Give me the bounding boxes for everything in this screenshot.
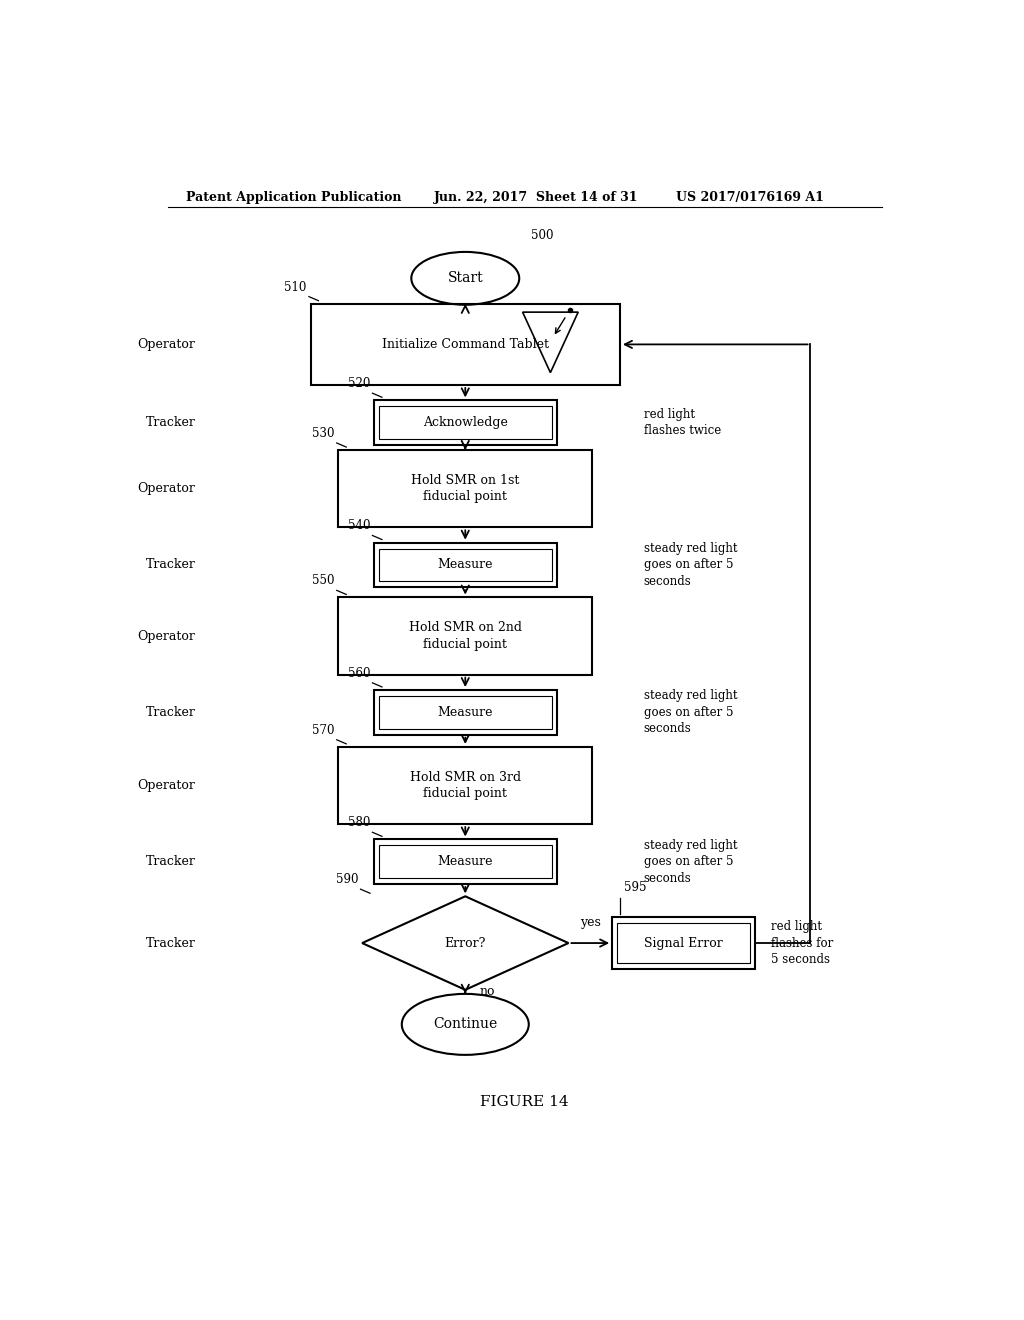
Bar (338, 747, 592, 824)
Bar (338, 598, 592, 675)
Text: Measure: Measure (437, 706, 493, 719)
Text: yes: yes (580, 916, 601, 929)
Text: steady red light
goes on after 5
seconds: steady red light goes on after 5 seconds (644, 838, 737, 884)
Text: 580: 580 (348, 816, 370, 829)
Text: Tracker: Tracker (145, 937, 196, 949)
Text: Initialize Command Tablet: Initialize Command Tablet (382, 338, 549, 351)
Text: Hold SMR on 3rd
fiducial point: Hold SMR on 3rd fiducial point (410, 771, 521, 800)
Text: 550: 550 (312, 574, 334, 587)
Bar (310, 304, 621, 385)
Text: 560: 560 (347, 667, 370, 680)
Bar (612, 916, 755, 969)
Text: no: no (479, 985, 495, 998)
Bar (374, 400, 557, 445)
Text: Operator: Operator (137, 482, 196, 495)
Text: Tracker: Tracker (145, 558, 196, 572)
Text: 590: 590 (336, 873, 358, 886)
Text: FIGURE 14: FIGURE 14 (480, 1094, 569, 1109)
Text: 570: 570 (312, 723, 334, 737)
Text: 530: 530 (312, 426, 334, 440)
Text: Operator: Operator (137, 338, 196, 351)
Text: Error?: Error? (444, 937, 486, 949)
Text: 595: 595 (624, 882, 646, 894)
Text: 510: 510 (285, 281, 306, 293)
Text: Tracker: Tracker (145, 416, 196, 429)
Text: Start: Start (447, 272, 483, 285)
Text: Jun. 22, 2017  Sheet 14 of 31: Jun. 22, 2017 Sheet 14 of 31 (433, 191, 638, 205)
Text: US 2017/0176169 A1: US 2017/0176169 A1 (676, 191, 823, 205)
Text: Tracker: Tracker (145, 706, 196, 719)
Text: Continue: Continue (433, 1018, 498, 1031)
Bar (379, 549, 552, 581)
Text: Hold SMR on 2nd
fiducial point: Hold SMR on 2nd fiducial point (409, 622, 522, 651)
Text: 500: 500 (531, 228, 554, 242)
Text: Hold SMR on 1st
fiducial point: Hold SMR on 1st fiducial point (411, 474, 519, 503)
Text: red light
flashes for
5 seconds: red light flashes for 5 seconds (771, 920, 834, 966)
Bar (374, 690, 557, 735)
Text: red light
flashes twice: red light flashes twice (644, 408, 721, 437)
Text: steady red light
goes on after 5
seconds: steady red light goes on after 5 seconds (644, 689, 737, 735)
Bar (374, 543, 557, 587)
Text: Patent Application Publication: Patent Application Publication (186, 191, 401, 205)
Text: Operator: Operator (137, 779, 196, 792)
Text: Measure: Measure (437, 558, 493, 572)
Bar (379, 846, 552, 878)
Bar (379, 407, 552, 440)
Text: 540: 540 (347, 520, 370, 532)
Text: Tracker: Tracker (145, 855, 196, 869)
Text: steady red light
goes on after 5
seconds: steady red light goes on after 5 seconds (644, 543, 737, 587)
Text: 520: 520 (348, 378, 370, 391)
Text: Operator: Operator (137, 630, 196, 643)
Bar (374, 840, 557, 884)
Bar (616, 923, 751, 964)
Text: Acknowledge: Acknowledge (423, 416, 508, 429)
Text: Signal Error: Signal Error (644, 937, 723, 949)
Bar (379, 696, 552, 729)
Bar (338, 450, 592, 528)
Text: Measure: Measure (437, 855, 493, 869)
